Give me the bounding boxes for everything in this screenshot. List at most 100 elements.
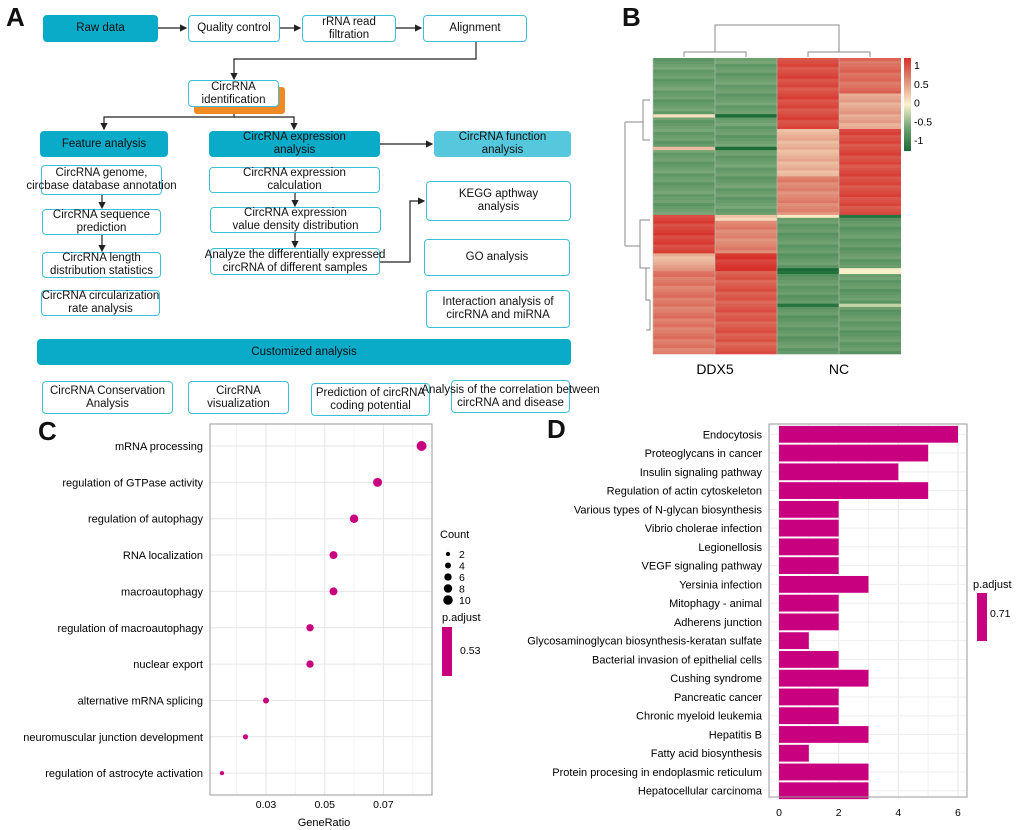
heatmap-cell [715, 262, 777, 266]
heatmap-cell [777, 129, 839, 133]
size-legend-dot [443, 595, 453, 605]
heatmap-cell [777, 309, 839, 313]
heatmap-cell [839, 66, 901, 71]
heatmap-cell [653, 297, 715, 302]
heatmap-cell [777, 134, 839, 139]
heatmap-cell [653, 60, 715, 65]
interaction-analysis-box: Interaction analysis of circRNA and miRN… [426, 290, 570, 328]
coding-potential-box: Prediction of circRNA coding potential [311, 383, 430, 416]
heatmap-cell [839, 229, 901, 233]
bar-plot: Endocytosis Proteoglycans in cancer Insuli… [527, 423, 1012, 819]
heatmap-cell [715, 146, 777, 151]
heatmap-cell [653, 211, 715, 216]
bar [779, 726, 869, 743]
heatmap-cell [715, 333, 777, 337]
heatmap-cell [653, 300, 715, 304]
heatmap-cell [715, 140, 777, 145]
heatmap-cell [839, 217, 901, 222]
heatmap-cell [777, 223, 839, 228]
heatmap-cell [653, 158, 715, 162]
heatmap-cell [653, 173, 715, 177]
heatmap-cell [777, 265, 839, 269]
heatmap-cell [777, 58, 839, 62]
heatmap-cell [839, 167, 901, 171]
bar [779, 594, 839, 612]
heatmap-cell [777, 99, 839, 103]
heatmap-cell [777, 132, 839, 136]
heatmap-cell [653, 167, 715, 171]
heatmap-cell [839, 223, 901, 228]
data-point [306, 660, 314, 668]
heatmap-cell [653, 143, 715, 148]
heatmap-cell [839, 342, 901, 346]
heatmap-cell [777, 72, 839, 77]
heatmap-cell [715, 191, 777, 195]
heatmap-cell [653, 223, 715, 228]
size-legend-label: 2 [459, 549, 465, 561]
plot-background [210, 424, 432, 795]
heatmap-cell [715, 161, 777, 165]
heatmap-cell [777, 93, 839, 97]
heatmap-cell [715, 220, 777, 225]
heatmap-cell [777, 232, 839, 236]
heatmap-cell [777, 253, 839, 257]
category-label: Proteoglycans in cancer [645, 448, 763, 460]
heatmap-cell [715, 200, 777, 204]
heatmap-cell [839, 211, 901, 216]
heatmap-cell [653, 265, 715, 269]
heatmap-cell [715, 93, 777, 97]
heatmap-cell [777, 108, 839, 112]
heatmap-cell [777, 75, 839, 80]
heatmap-cell [715, 232, 777, 236]
category-label: Vibrio cholerae infection [645, 523, 762, 535]
bar [779, 763, 869, 781]
heatmap-cell [839, 81, 901, 85]
colorbar [904, 58, 911, 151]
color-legend-bar [442, 627, 452, 676]
heatmap-cell [839, 164, 901, 168]
heatmap-cell [839, 191, 901, 195]
heatmap-cell [839, 58, 901, 62]
heatmap-cell [653, 200, 715, 204]
heatmap-cell [777, 164, 839, 168]
size-legend-dot [443, 584, 453, 593]
bar [779, 425, 958, 443]
category-label: regulation of autophagy [88, 514, 203, 526]
heatmap-cell [839, 126, 901, 130]
heatmap-cell [653, 294, 715, 299]
category-label: regulation of macroautophagy [57, 623, 203, 635]
heatmap-cell [715, 132, 777, 136]
heatmap-cell [777, 203, 839, 207]
category-label: Regulation of actin cytoskeleton [607, 486, 762, 498]
heatmap-cell [839, 318, 901, 322]
heatmap-cell [777, 318, 839, 322]
heatmap-cell [653, 247, 715, 251]
heatmap-cell [715, 206, 777, 210]
heatmap-cell [839, 288, 901, 293]
heatmap-cell [777, 324, 839, 328]
arrow [230, 42, 477, 81]
heatmap-cell [715, 90, 777, 94]
heatmap-cell [839, 303, 901, 307]
colorbar-tick: -0.5 [914, 116, 932, 128]
heatmap-cell [653, 208, 715, 213]
heatmap-cell [653, 303, 715, 307]
category-label: mRNA processing [115, 441, 203, 453]
heatmap-cell [777, 235, 839, 239]
heatmap-cell [777, 244, 839, 248]
heatmap-cell [715, 211, 777, 216]
x-tick-label: 0.07 [373, 799, 394, 811]
heatmap-cell [839, 203, 901, 207]
heatmap-cell [777, 327, 839, 331]
heatmap-cell [777, 262, 839, 266]
heatmap-cell [777, 63, 839, 68]
heatmap-cell [777, 220, 839, 225]
heatmap-cell [653, 309, 715, 313]
heatmap-cell [715, 238, 777, 242]
heatmap-cell [653, 194, 715, 198]
heatmap-cell [839, 277, 901, 281]
heatmap-cell [653, 336, 715, 340]
heatmap-cell [839, 114, 901, 118]
column-label: DDX5 [696, 361, 734, 377]
expression-calculation-box: CircRNA expression calculation [209, 167, 380, 193]
